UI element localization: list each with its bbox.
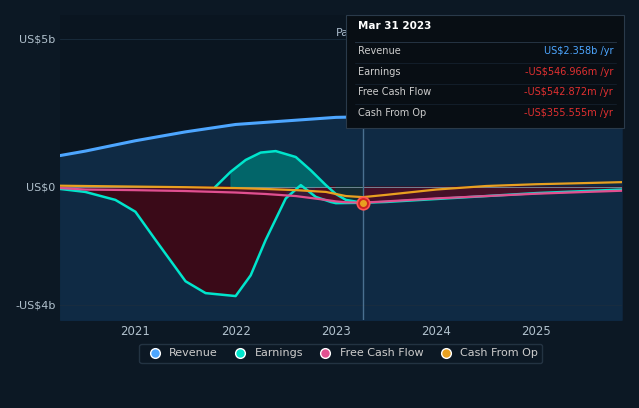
Bar [363,15,622,320]
Text: -US$355.555m /yr: -US$355.555m /yr [524,108,613,118]
FancyBboxPatch shape [346,15,624,128]
Text: Earnings: Earnings [358,67,400,77]
Bar [60,15,363,320]
Text: Mar 31 2023: Mar 31 2023 [358,21,431,31]
Text: Analysts Forecasts: Analysts Forecasts [367,28,470,38]
Text: Past: Past [335,28,359,38]
Text: Cash From Op: Cash From Op [358,108,426,118]
Legend: Revenue, Earnings, Free Cash Flow, Cash From Op: Revenue, Earnings, Free Cash Flow, Cash … [139,344,543,363]
Text: US$2.358b /yr: US$2.358b /yr [544,47,613,56]
Text: -US$542.872m /yr: -US$542.872m /yr [525,87,613,97]
Text: -US$546.966m /yr: -US$546.966m /yr [525,67,613,77]
Text: Free Cash Flow: Free Cash Flow [358,87,431,97]
Text: Revenue: Revenue [358,47,401,56]
